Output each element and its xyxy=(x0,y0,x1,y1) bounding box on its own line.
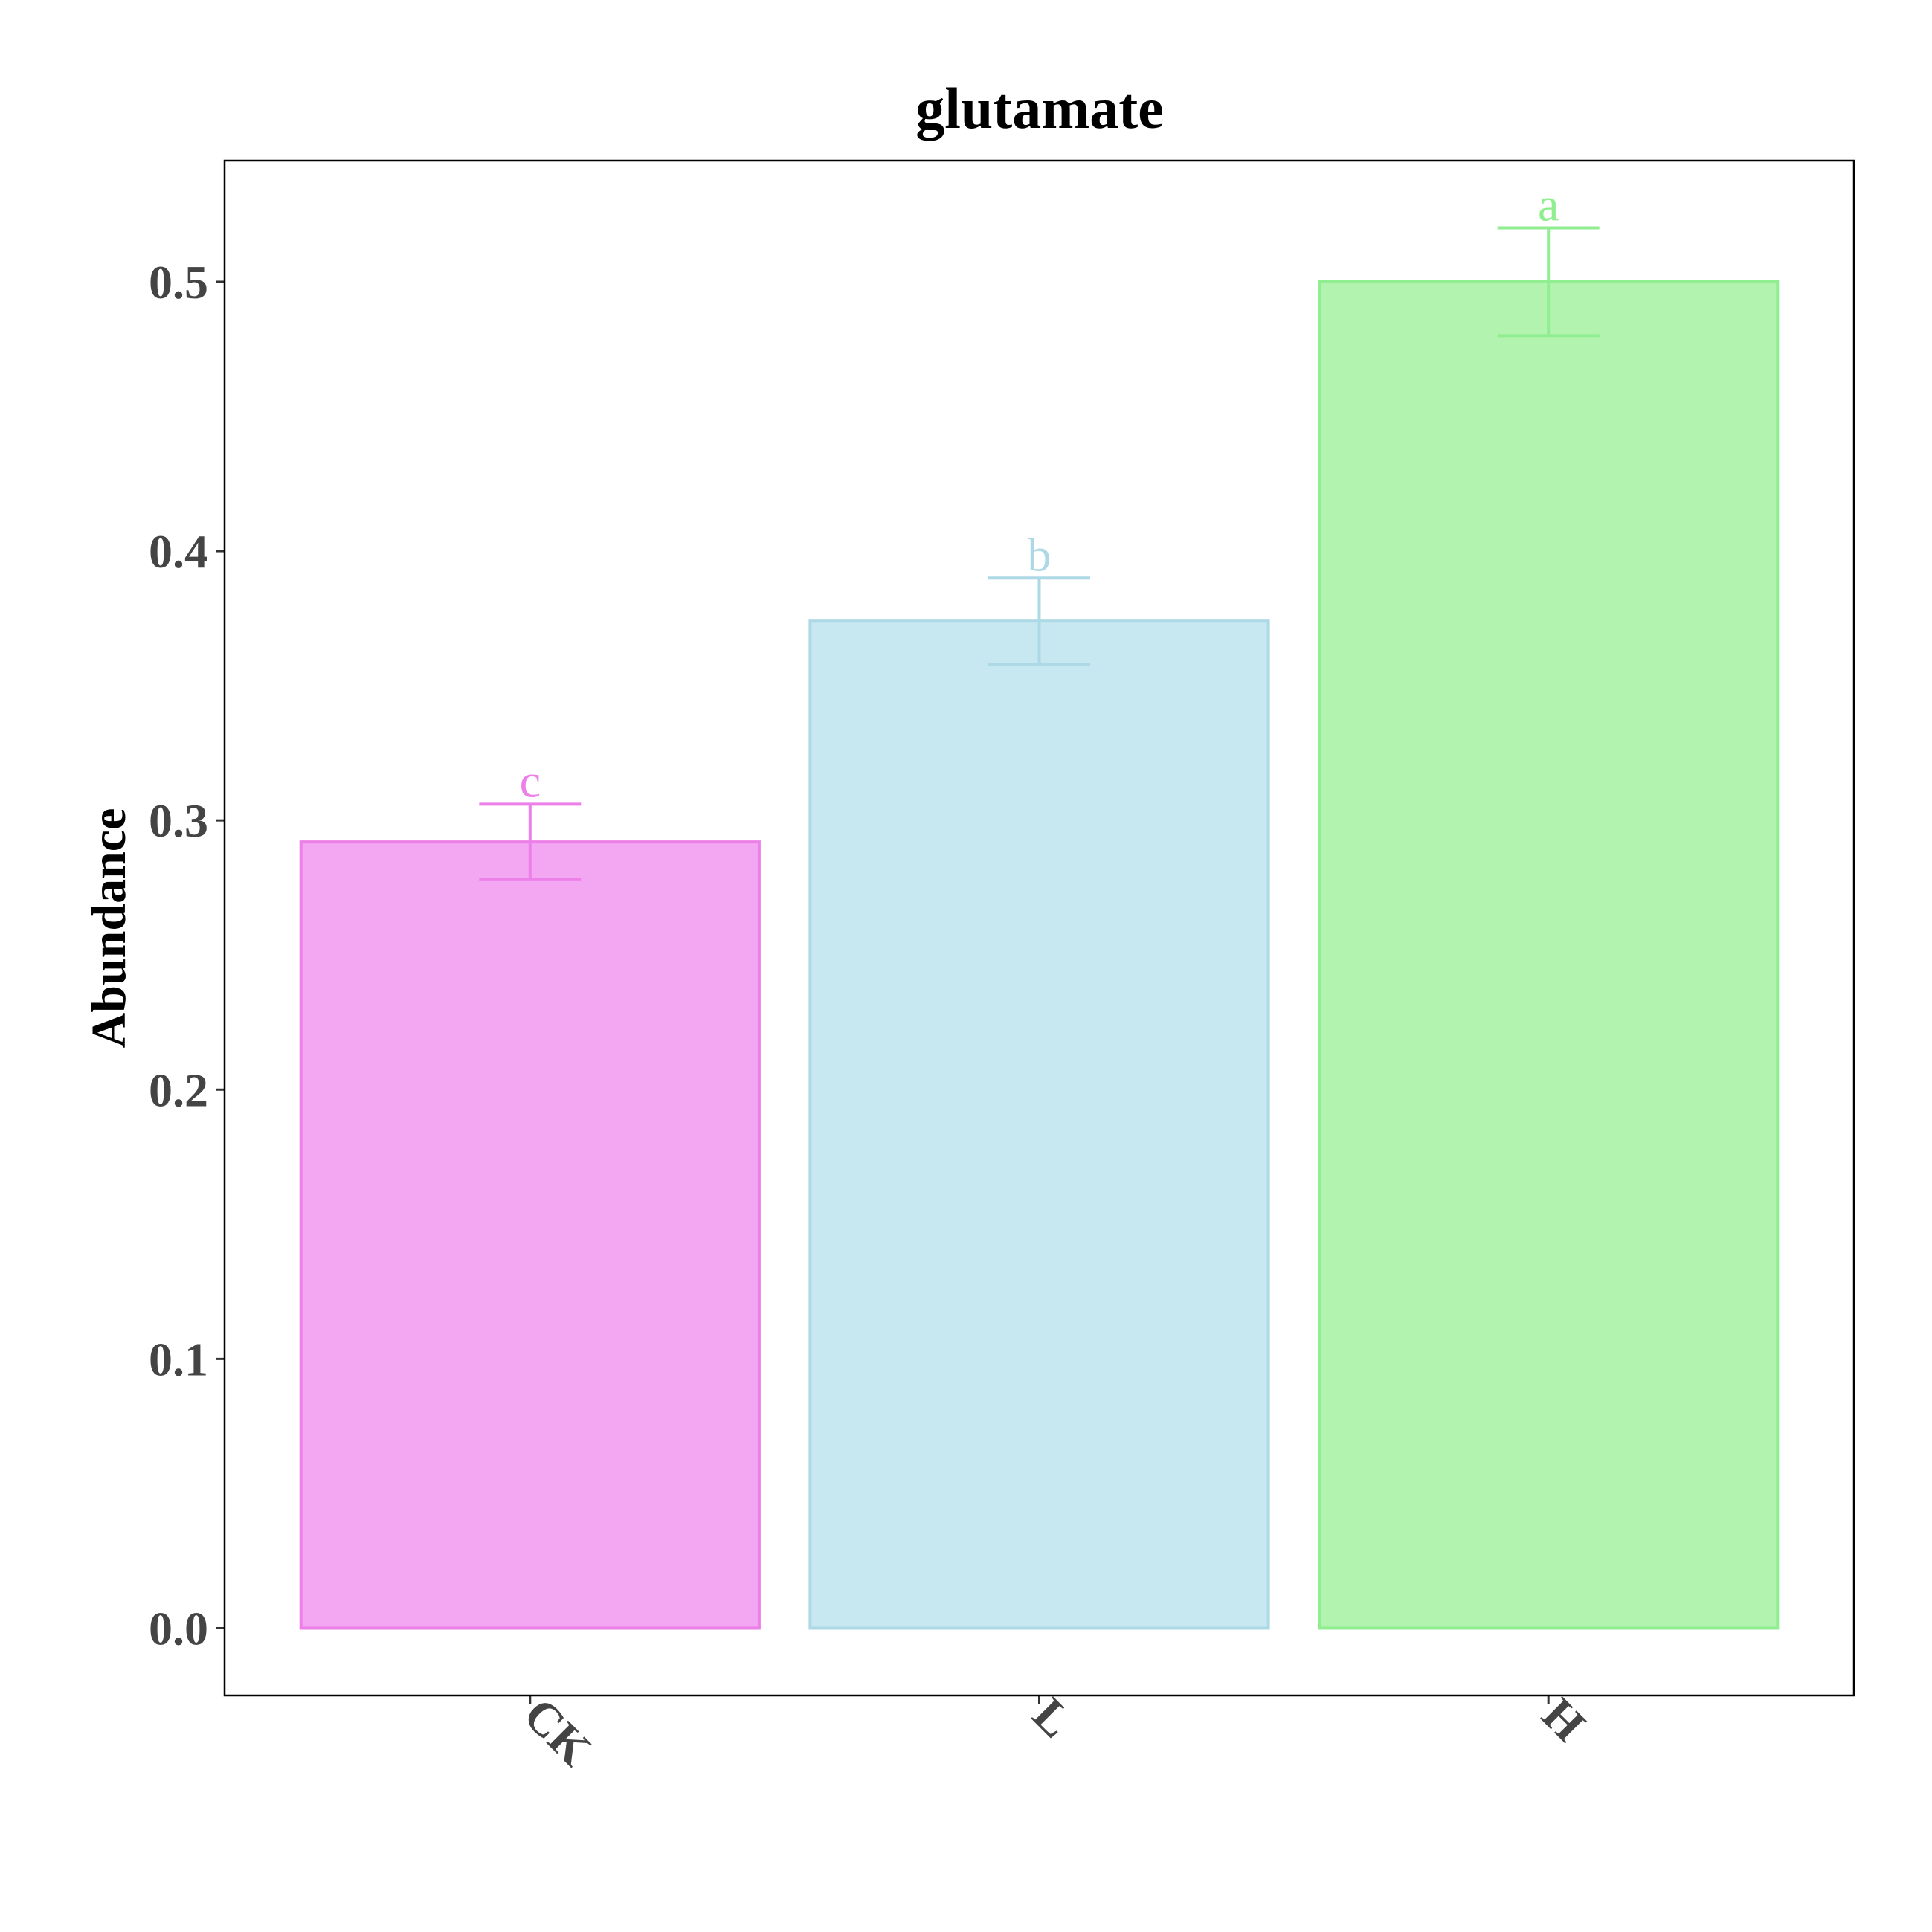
plot-panel-border xyxy=(223,159,1855,1697)
x-tick-label: CK xyxy=(514,1688,602,1776)
bar-h xyxy=(1318,280,1780,1630)
bars-layer: c b a xyxy=(299,178,1780,1630)
y-tick-label: 0.3 xyxy=(149,794,208,847)
significance-label-h: a xyxy=(1538,178,1559,231)
significance-label-ck: c xyxy=(520,754,541,807)
x-tick-label: L xyxy=(1023,1688,1083,1748)
bar-ck xyxy=(299,840,761,1630)
y-axis-label: Abundance xyxy=(82,808,136,1049)
chart-title: glutamate xyxy=(915,76,1164,141)
y-tick-label: 0.4 xyxy=(149,525,208,578)
significance-label-l: b xyxy=(1028,528,1052,581)
bar-l xyxy=(808,619,1270,1630)
y-tick-label: 0.2 xyxy=(149,1063,208,1116)
y-tick-label: 0.1 xyxy=(149,1333,208,1385)
y-tick-label: 0.0 xyxy=(149,1602,208,1655)
y-tick-label: 0.5 xyxy=(149,256,208,309)
x-tick-label: H xyxy=(1532,1688,1595,1751)
